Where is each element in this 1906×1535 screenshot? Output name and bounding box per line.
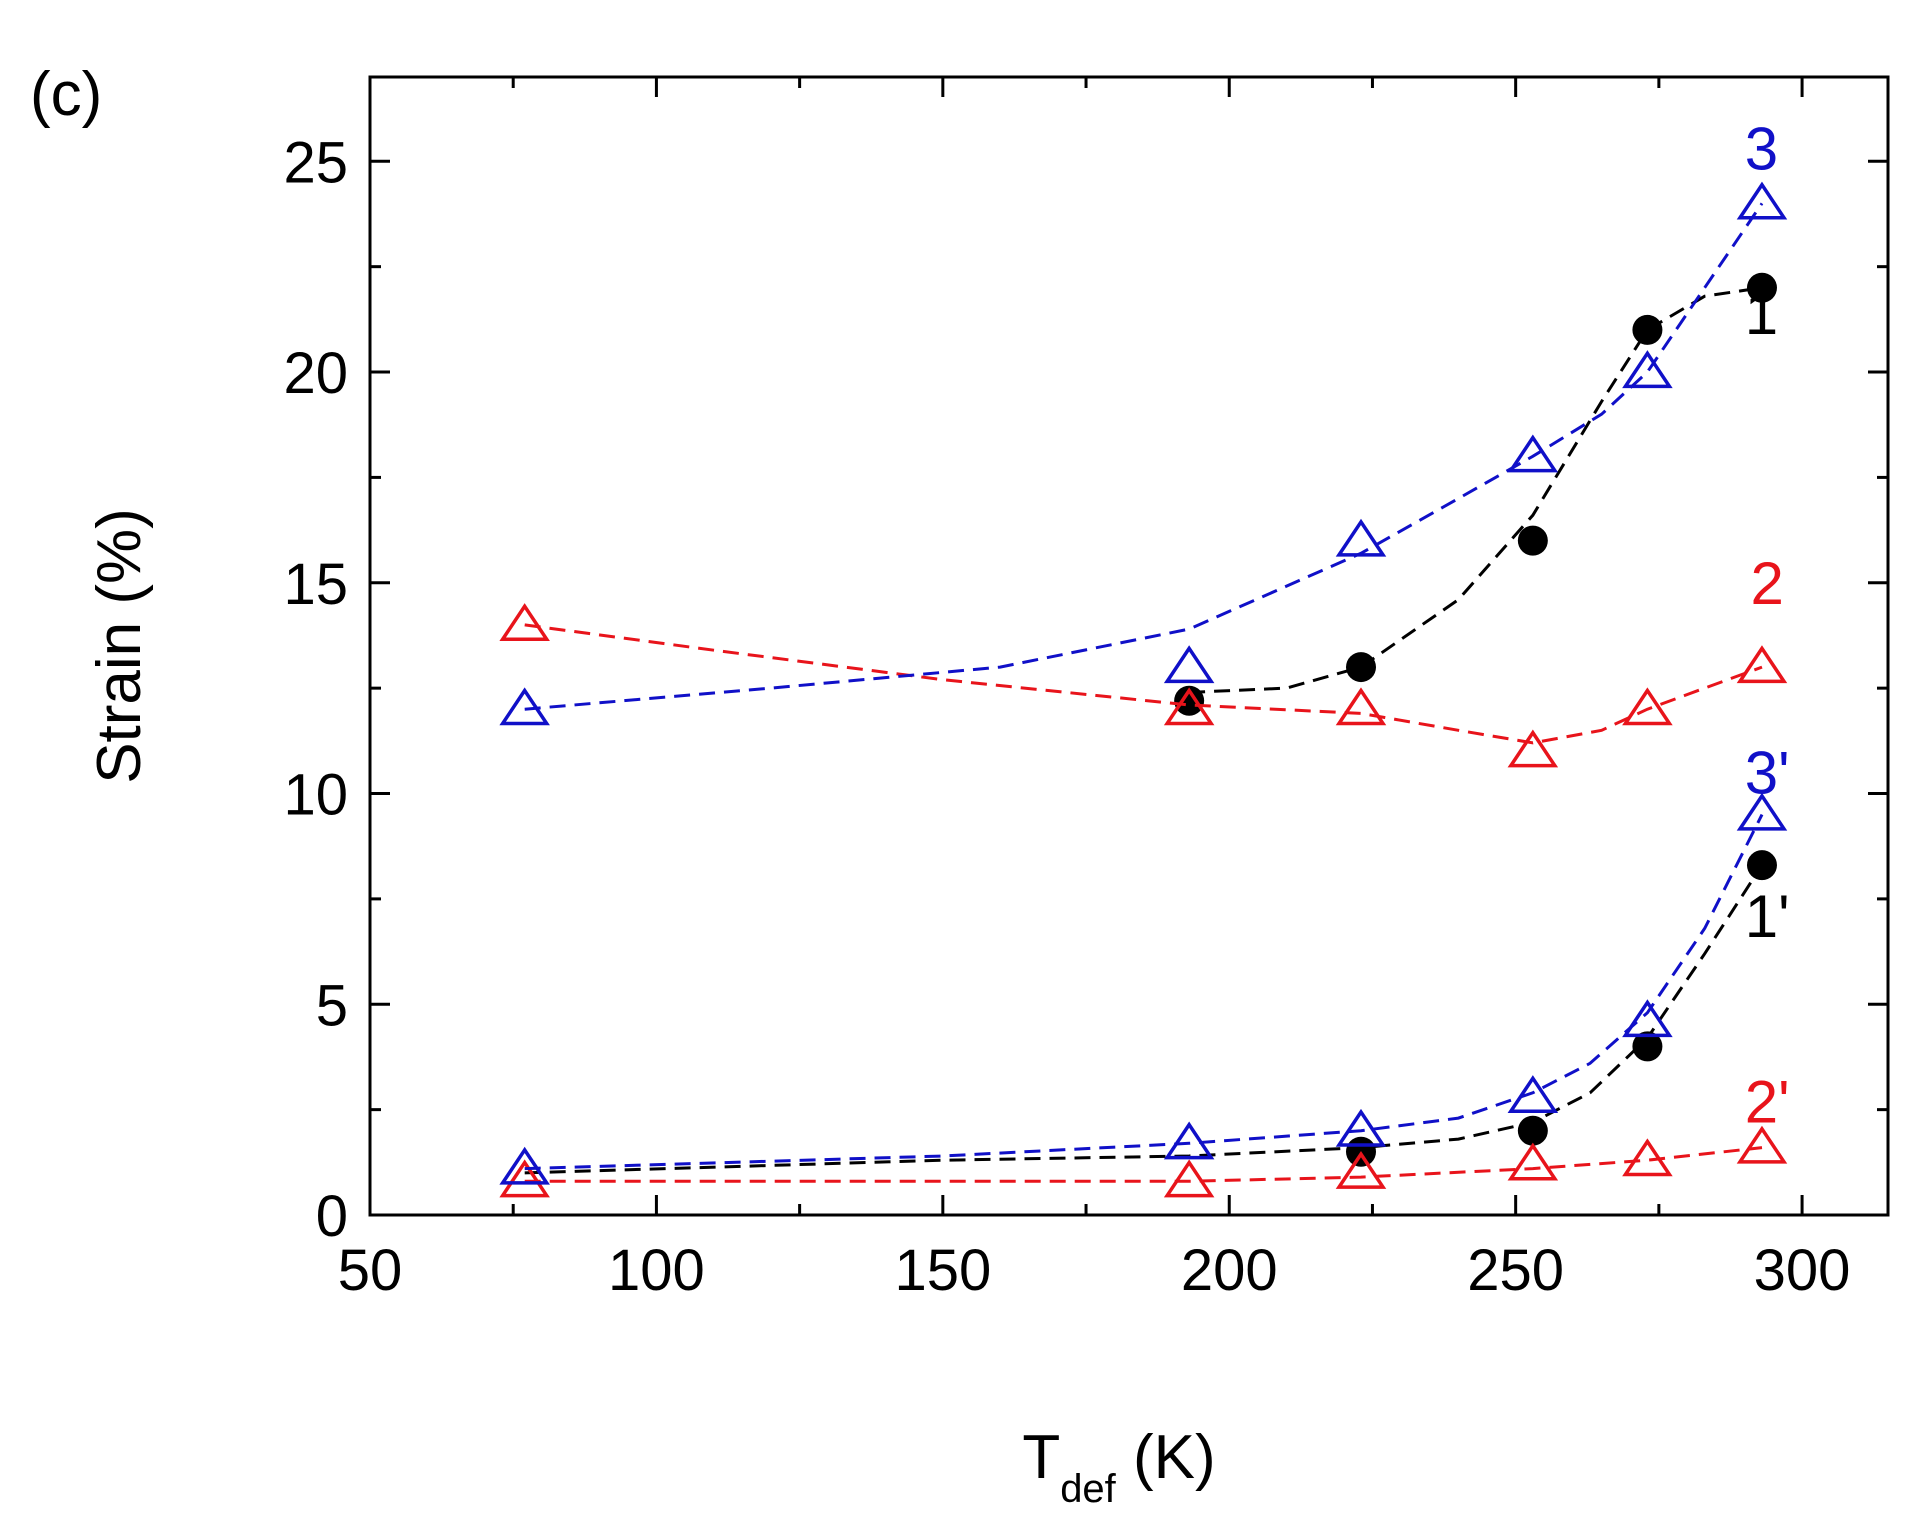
data-point	[1335, 687, 1387, 726]
data-point	[1622, 350, 1673, 389]
data-point	[499, 687, 550, 726]
series-label-3: 3	[1745, 116, 1778, 183]
data-point	[1507, 434, 1559, 473]
fit-curve-3	[524, 202, 1764, 711]
data-point	[1632, 314, 1663, 345]
data-point	[1622, 687, 1673, 726]
data-point	[1507, 729, 1559, 768]
fit-curve-2-prime	[524, 1146, 1763, 1183]
data-point	[1736, 1125, 1788, 1164]
data-point	[1335, 1150, 1387, 1189]
series-label-3-prime: 3'	[1745, 740, 1790, 807]
y-tick-label: 10	[283, 763, 348, 828]
fit-curve-3-prime	[524, 813, 1764, 1171]
data-point	[1163, 687, 1215, 726]
data-point	[1345, 652, 1376, 683]
y-tick-label: 0	[316, 1184, 348, 1249]
data-point	[1517, 525, 1548, 556]
series-3-prime: 3'	[499, 740, 1790, 1185]
data-point	[1507, 1142, 1559, 1181]
x-tick-label: 250	[1467, 1238, 1564, 1303]
data-point	[1163, 645, 1215, 684]
plot-frame	[368, 75, 1890, 1217]
series-label-1: 1	[1745, 280, 1778, 347]
axes: 50 100 150 200 250 300 0 5 10 15 20 25	[283, 77, 1888, 1303]
data-point	[1163, 1121, 1215, 1160]
series-1-prime: 1'	[524, 850, 1790, 1175]
data-point	[1622, 1138, 1673, 1177]
fit-curve-2	[524, 623, 1763, 745]
x-tick-label: 150	[894, 1238, 991, 1303]
data-point	[1736, 181, 1788, 220]
data-point	[1746, 850, 1777, 881]
x-axis-title: Tdef (K)	[1022, 1423, 1215, 1511]
data-point	[1335, 1108, 1387, 1147]
fit-curve-1	[1189, 286, 1763, 694]
data-point	[1517, 1115, 1548, 1146]
series-3: 3	[499, 116, 1788, 726]
data-point	[1335, 518, 1387, 557]
data-point	[1507, 1075, 1559, 1114]
x-axis-title-main: T	[1022, 1423, 1060, 1492]
y-tick-label: 25	[283, 130, 348, 195]
data-point	[1736, 792, 1788, 831]
series-label-1-prime: 1'	[1745, 883, 1790, 950]
data-point	[1622, 999, 1673, 1038]
data-point	[1174, 685, 1205, 716]
series-1: 1	[1174, 272, 1778, 716]
data-point	[499, 1159, 550, 1198]
series-label-2: 2	[1751, 550, 1784, 617]
y-tick-label: 5	[316, 973, 348, 1038]
x-tick-label: 200	[1181, 1238, 1278, 1303]
data-point	[1163, 1159, 1215, 1198]
x-axis-title-unit: (K)	[1116, 1423, 1216, 1492]
y-axis-title: Strain (%)	[85, 508, 154, 784]
x-tick-label: 100	[608, 1238, 705, 1303]
x-tick-label: 300	[1754, 1238, 1851, 1303]
data-point	[1746, 272, 1777, 303]
series-2: 2	[499, 550, 1788, 768]
data-point	[499, 603, 550, 641]
fit-curve-1-prime	[524, 864, 1764, 1175]
data-point	[1736, 645, 1788, 684]
x-axis-title-sub: def	[1060, 1467, 1116, 1511]
series-2-prime: 2'	[499, 1068, 1790, 1198]
y-tick-label: 20	[283, 341, 348, 406]
data-point	[1632, 1031, 1663, 1062]
y-tick-label: 15	[283, 552, 348, 617]
panel-label: (c)	[30, 60, 102, 129]
x-tick-label: 50	[338, 1238, 403, 1303]
series-label-2-prime: 2'	[1745, 1068, 1790, 1135]
data-point	[499, 1146, 550, 1185]
plot-area: 1 2 3 1' 2' 3'	[499, 116, 1790, 1198]
